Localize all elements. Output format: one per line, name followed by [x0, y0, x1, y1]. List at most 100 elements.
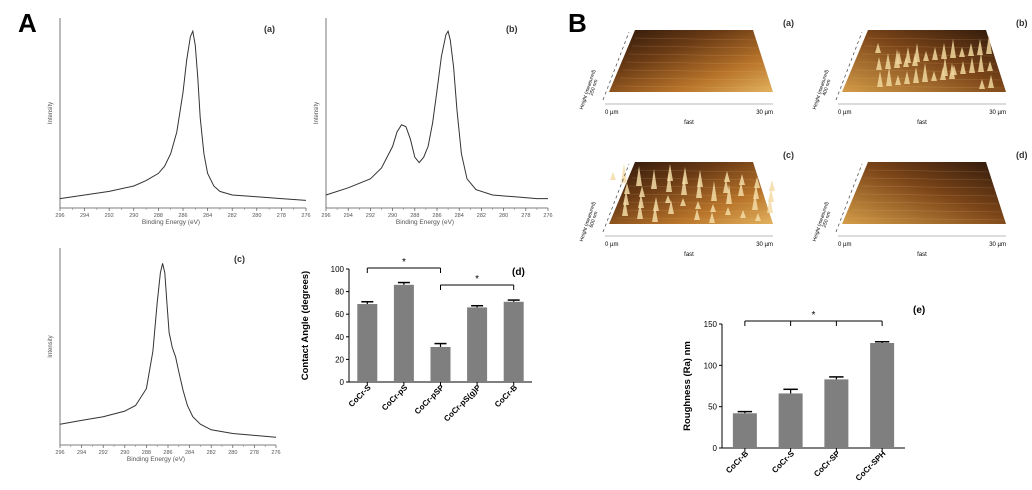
- afm-peak: [695, 201, 701, 209]
- afm-z-scale: 250 nm: [589, 79, 600, 97]
- subplot-label: (a): [264, 24, 275, 34]
- afm-peak: [922, 63, 928, 82]
- afm-peak: [725, 207, 731, 215]
- x-tick-label: 278: [277, 213, 286, 219]
- afm-z-axis: [602, 163, 630, 233]
- afm-texture: [867, 169, 989, 173]
- y-axis-label: Roughness (Ra) nm: [682, 341, 693, 431]
- afm-texture: [849, 85, 1004, 89]
- x-tick-label: 284: [203, 213, 212, 219]
- afm-peak: [726, 184, 732, 204]
- afm-peak: [987, 61, 993, 71]
- afm-peak: [623, 191, 629, 205]
- afm-z-axis: [835, 163, 863, 233]
- afm-peak: [753, 185, 759, 199]
- afm-peak: [914, 43, 920, 62]
- afm-peak: [988, 75, 994, 88]
- afm-peak: [768, 188, 774, 202]
- spectrum-line: [59, 29, 307, 201]
- afm-peak: [885, 53, 891, 69]
- x-tick-label: 278: [521, 213, 530, 219]
- bar: [357, 304, 378, 382]
- x-tick-label: 280: [499, 213, 508, 219]
- afm-peak: [923, 51, 929, 61]
- x-tick-label: 276: [271, 450, 280, 456]
- x-tick-label: 288: [410, 213, 419, 219]
- afm-x-start-label: 0 µm: [605, 242, 618, 248]
- afm-peak: [904, 71, 910, 84]
- x-tick-label: 290: [388, 213, 397, 219]
- subplot-label: (b): [506, 24, 518, 34]
- subplot-label: (c): [234, 254, 245, 264]
- x-tick-label: CoCr-B: [493, 383, 519, 409]
- afm-peak: [886, 67, 892, 86]
- afm-peak: [932, 47, 938, 60]
- afm-peak: [723, 179, 729, 193]
- afm-surface: [609, 162, 773, 224]
- afm-peak: [738, 182, 744, 196]
- afm-peak: [977, 39, 983, 55]
- afm-peak: [754, 177, 760, 188]
- x-tick-label: 280: [228, 450, 237, 456]
- spectrum-line: [59, 263, 277, 438]
- y-tick-label: 40: [335, 333, 344, 342]
- afm-peak: [668, 200, 674, 214]
- afm-peak: [694, 209, 700, 220]
- afm-peak: [665, 195, 671, 203]
- x-tick-label: 294: [344, 213, 353, 219]
- afm-x-mid-label: fast: [917, 120, 927, 126]
- afm-peak: [942, 57, 948, 76]
- afm-x-end-label: 30 µm: [989, 242, 1006, 248]
- afm-peak: [913, 67, 919, 83]
- y-tick-label: 60: [335, 310, 344, 319]
- y-tick-label: 100: [331, 265, 345, 274]
- afm-peak: [951, 65, 957, 75]
- afm-peak: [638, 194, 644, 208]
- afm-x-end-label: 30 µm: [989, 110, 1006, 116]
- subplot-label: (e): [913, 305, 925, 316]
- afm-peak: [978, 53, 984, 72]
- afm-x-mid-label: fast: [684, 252, 694, 258]
- y-axis-label: Intensity: [48, 102, 54, 124]
- afm-peak: [767, 196, 773, 213]
- afm-texture: [631, 45, 758, 49]
- afm-x-mid-label: fast: [684, 120, 694, 126]
- panel-letter-b: B: [568, 8, 587, 38]
- afm-z-scale: 250 nm: [822, 211, 833, 229]
- afm-x-end-label: 30 µm: [756, 110, 773, 116]
- x-tick-label: 294: [80, 213, 89, 219]
- bar: [870, 343, 895, 448]
- afm-peak: [895, 75, 901, 85]
- bar: [430, 346, 451, 382]
- x-tick-label: 278: [250, 450, 259, 456]
- bar: [778, 393, 803, 448]
- afm-surface: [842, 162, 1006, 224]
- x-tick-label: 286: [163, 450, 172, 456]
- afm-texture: [864, 177, 991, 181]
- x-tick-label: 292: [99, 450, 108, 456]
- y-axis-label: Intensity: [48, 335, 54, 357]
- x-tick-label: 290: [129, 213, 138, 219]
- afm-texture: [849, 217, 1004, 221]
- x-axis-label: Binding Energy (eV): [396, 219, 454, 226]
- x-tick-label: CoCr-pS(g)P: [442, 383, 483, 424]
- significance-star: *: [475, 274, 479, 285]
- afm-surface: [609, 30, 773, 92]
- afm-peak: [651, 169, 657, 189]
- afm-peak: [696, 178, 702, 198]
- afm-peak: [968, 43, 974, 56]
- afm-texture: [625, 61, 763, 65]
- x-tick-label: 282: [228, 213, 237, 219]
- afm-peak: [740, 210, 746, 218]
- afm-x-start-label: 0 µm: [838, 110, 851, 116]
- x-tick-label: 290: [120, 450, 129, 456]
- afm-peak: [941, 43, 947, 59]
- afm-peak: [652, 205, 658, 222]
- afm-x-start-label: 0 µm: [605, 110, 618, 116]
- x-tick-label: 280: [252, 213, 261, 219]
- afm-peak: [636, 166, 642, 186]
- afm-peak: [752, 193, 758, 210]
- afm-subplot-label: (a): [783, 18, 794, 28]
- afm-peak: [896, 51, 902, 64]
